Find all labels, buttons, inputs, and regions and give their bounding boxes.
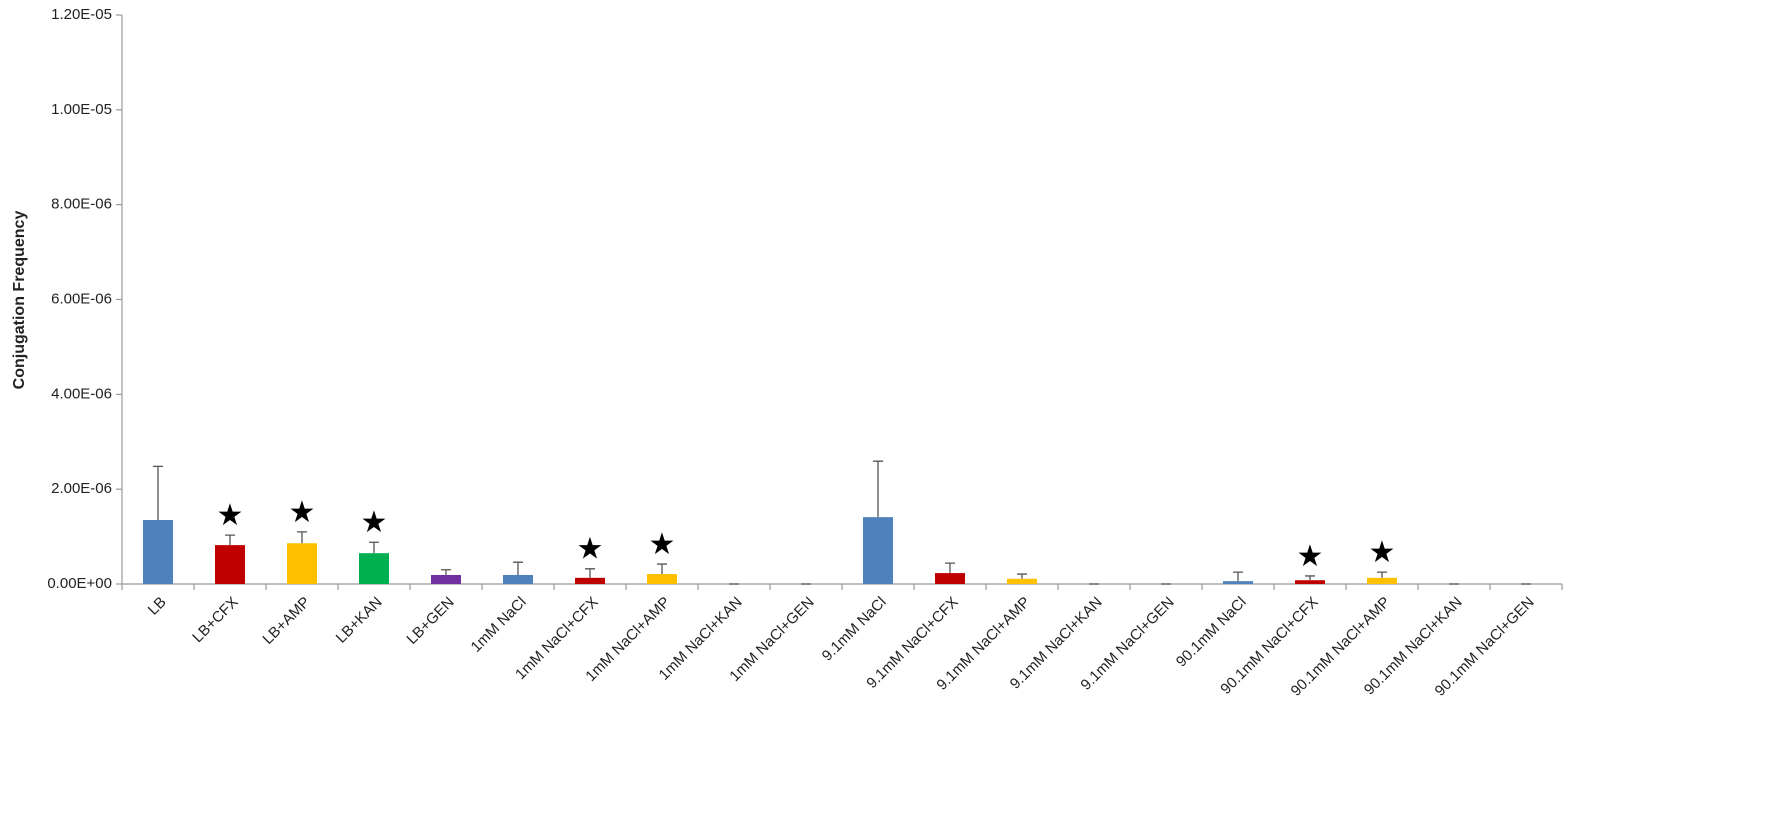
x-tick-label: 9.1mM NaCl: [819, 594, 890, 665]
error-bar: [585, 568, 595, 578]
x-tick-label: 90.1mM NaCl: [1173, 594, 1250, 671]
y-tick-label: 2.00E-06: [51, 480, 112, 497]
bar: [431, 574, 461, 584]
error-bar: [153, 465, 163, 520]
bar: [1223, 581, 1253, 584]
error-bar: [945, 562, 955, 574]
y-tick-label: 0.00E+00: [47, 575, 112, 592]
bar: [215, 545, 245, 584]
error-bar: [1017, 573, 1027, 579]
x-tick-label: LB+CFX: [189, 594, 241, 646]
bar: [647, 574, 677, 584]
bar: [143, 519, 173, 584]
bar: [935, 573, 965, 584]
error-bar: [513, 561, 523, 575]
x-tick-label: 1mM NaCl: [468, 594, 530, 656]
x-tick-label: LB+GEN: [403, 594, 457, 648]
y-tick-label: 8.00E-06: [51, 196, 112, 213]
bar: [1007, 578, 1037, 584]
x-tick-label: LB+KAN: [333, 594, 386, 647]
error-bar: [1377, 571, 1387, 578]
x-tick-label: LB: [145, 594, 170, 619]
significance-star: ★: [577, 533, 604, 566]
significance-star: ★: [289, 496, 316, 529]
bar: [287, 543, 317, 584]
error-bar: [441, 569, 451, 575]
significance-star: ★: [649, 528, 676, 561]
y-tick-label: 1.20E-05: [51, 6, 112, 23]
error-bar: [657, 563, 667, 575]
significance-star: ★: [361, 506, 388, 539]
error-bar: [297, 531, 307, 544]
bar: [1367, 577, 1397, 584]
error-bar: [369, 541, 379, 554]
y-tick-label: 6.00E-06: [51, 290, 112, 307]
significance-star: ★: [1297, 540, 1324, 573]
bar: [575, 577, 605, 584]
y-axis-label: Conjugation Frequency: [11, 211, 28, 390]
error-bar: [225, 534, 235, 546]
bar: [863, 517, 893, 584]
error-bar: [873, 460, 883, 518]
error-bar: [1233, 571, 1243, 582]
bar: [1295, 580, 1325, 584]
error-bar: [1305, 575, 1315, 581]
significance-star: ★: [1369, 536, 1396, 569]
x-tick-label: LB+AMP: [259, 594, 313, 648]
y-tick-label: 1.00E-05: [51, 101, 112, 118]
y-tick-label: 4.00E-06: [51, 385, 112, 402]
bar: [359, 553, 389, 584]
bar: [503, 574, 533, 584]
significance-star: ★: [217, 499, 244, 532]
